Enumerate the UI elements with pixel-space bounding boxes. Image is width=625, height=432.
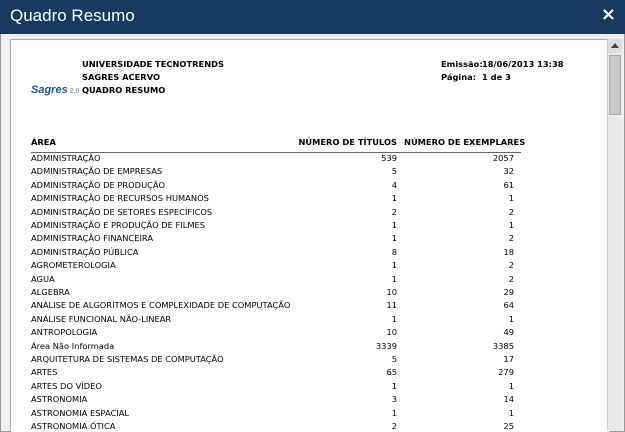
- scroll-thumb[interactable]: [609, 55, 621, 115]
- area-cell: ADMINISTRAÇÃO E PRODUÇÃO DE FILMES: [31, 220, 206, 230]
- report-document: Sagres 2.0 UNIVERSIDADE TECNOTRENDS SAGRE…: [10, 39, 610, 432]
- area-cell: ARTES: [31, 367, 58, 378]
- titles-cell: 1: [391, 260, 397, 271]
- copies-cell: 2057: [492, 153, 514, 163]
- area-cell: ADMINISTRAÇÃO DE EMPRESAS: [31, 166, 163, 177]
- copies-cell: 279: [498, 367, 514, 378]
- area-cell: ANÁLISE FUNCIONAL NÃO-LINEAR: [31, 313, 172, 324]
- copies-cell: 32: [503, 166, 514, 177]
- copies-cell: 1: [508, 193, 514, 204]
- area-cell: ALGEBRA: [31, 287, 70, 297]
- logo-version: 2.0: [69, 88, 80, 95]
- area-cell: ANÁLISE DE ALGORÍTMOS E COMPLEXIDADE DE …: [31, 300, 291, 311]
- title-bar: Quadro Resumo ×: [0, 0, 625, 34]
- area-cell: ADMINISTRAÇÃO DE RECURSOS HUMANOS: [31, 193, 209, 204]
- titles-cell: 5: [391, 354, 397, 364]
- org-line: SAGRES ACERVO: [82, 72, 161, 82]
- titles-cell: 1: [391, 380, 397, 391]
- header-rule: [31, 152, 521, 153]
- titles-cell: 2: [391, 206, 397, 217]
- area-cell: Área Não Informada: [31, 340, 115, 351]
- copies-cell: 2: [508, 206, 514, 217]
- copies-cell: 2: [508, 273, 514, 284]
- area-cell: ÁGUA: [31, 273, 55, 284]
- titles-cell: 2: [391, 421, 397, 431]
- meta-value: 18/06/2013 13:38: [482, 59, 564, 69]
- titles-cell: 1: [391, 193, 397, 204]
- titles-cell: 4: [391, 179, 397, 190]
- titles-cell: 8: [391, 246, 397, 257]
- titles-cell: 1: [391, 407, 397, 418]
- titles-cell: 5: [391, 166, 397, 177]
- area-cell: ASTRONOMIA ÓTICA: [31, 421, 116, 431]
- titles-cell: 1: [391, 233, 397, 244]
- logo-name: Sagres: [31, 84, 68, 96]
- meta-value: 1 de 3: [482, 72, 511, 82]
- logo: Sagres 2.0: [31, 84, 79, 96]
- copies-cell: 14: [503, 394, 514, 405]
- titles-cell: 3339: [375, 340, 397, 351]
- copies-cell: 2: [508, 260, 514, 271]
- column-header: ÁREA: [31, 137, 56, 147]
- meta-label: Emissão:: [441, 59, 483, 69]
- copies-cell: 61: [503, 179, 514, 190]
- area-cell: ADMINISTRAÇÃO FINANCEIRA: [31, 233, 154, 244]
- titles-cell: 539: [381, 153, 397, 163]
- area-cell: ADMINISTRAÇÃO PÚBLICA: [31, 246, 139, 257]
- dialog-body: Sagres 2.0 UNIVERSIDADE TECNOTRENDS SAGRE…: [0, 34, 625, 432]
- dialog-title: Quadro Resumo: [10, 6, 135, 25]
- copies-cell: 1: [508, 313, 514, 324]
- copies-cell: 1: [508, 380, 514, 391]
- area-cell: ADMINISTRAÇÃO DE PRODUÇÃO: [31, 179, 165, 190]
- titles-cell: 3: [391, 394, 397, 405]
- org-line: QUADRO RESUMO: [82, 85, 166, 95]
- titles-cell: 10: [386, 287, 397, 297]
- scroll-up[interactable]: [608, 39, 622, 53]
- copies-cell: 3385: [492, 340, 514, 351]
- area-cell: ADMINISTRAÇÃO: [31, 153, 101, 163]
- column-header: NÚMERO DE EXEMPLARES: [404, 137, 526, 147]
- area-cell: ANTROPOLOGIA: [31, 327, 98, 338]
- titles-cell: 10: [386, 327, 397, 338]
- titles-cell: 11: [386, 300, 397, 311]
- area-cell: ADMINISTRAÇÃO DE SETORES ESPECÍFICOS: [31, 206, 213, 217]
- copies-cell: 64: [503, 300, 514, 311]
- copies-cell: 18: [503, 246, 514, 257]
- copies-cell: 29: [503, 287, 514, 297]
- area-cell: AGROMETEROLOGIA: [31, 260, 116, 271]
- copies-cell: 1: [508, 220, 514, 230]
- column-header: NÚMERO DE TÍTULOS: [298, 137, 397, 147]
- copies-cell: 17: [503, 354, 514, 364]
- close-button[interactable]: ×: [600, 4, 616, 25]
- area-cell: ARTES DO VÍDEO: [31, 380, 102, 391]
- org-line: UNIVERSIDADE TECNOTRENDS: [82, 59, 224, 69]
- copies-cell: 2: [508, 233, 514, 244]
- copies-cell: 25: [503, 421, 514, 431]
- titles-cell: 65: [386, 367, 397, 378]
- area-cell: ASTRONOMIA: [31, 394, 88, 405]
- titles-cell: 1: [391, 220, 397, 230]
- copies-cell: 1: [508, 407, 514, 418]
- area-cell: ARQUITETURA DE SISTEMAS DE COMPUTAÇÃO: [31, 354, 224, 364]
- meta-label: Página:: [441, 72, 477, 82]
- scrollbar[interactable]: [607, 39, 622, 431]
- copies-cell: 49: [503, 327, 514, 338]
- titles-cell: 1: [391, 313, 397, 324]
- titles-cell: 1: [391, 273, 397, 284]
- area-cell: ASTRONOMIA ESPACIAL: [31, 407, 130, 418]
